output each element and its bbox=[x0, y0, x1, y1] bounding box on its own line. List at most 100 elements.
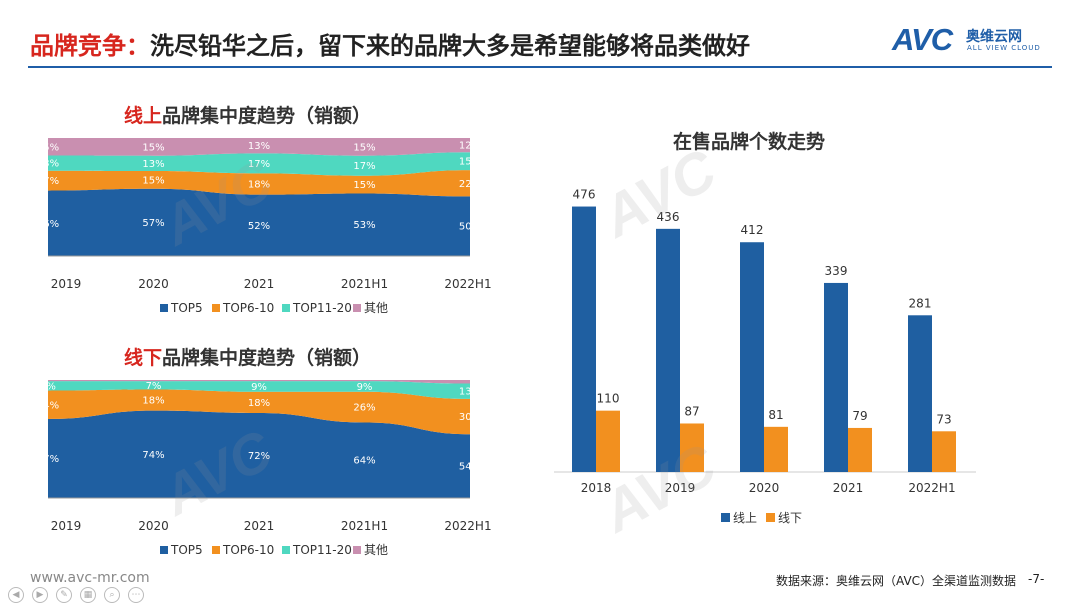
bar-offline bbox=[764, 426, 788, 472]
offline-title-accent: 线下 bbox=[124, 347, 163, 369]
area-- bbox=[48, 138, 470, 156]
slides-grid-icon[interactable]: ▦ bbox=[80, 587, 96, 603]
data-label: 74% bbox=[142, 450, 164, 461]
x-tick-label: 2022H1 bbox=[444, 277, 491, 291]
logo-avc-text: AVC bbox=[892, 22, 953, 57]
x-tick-label: 2019 bbox=[51, 277, 82, 291]
area-top6-10 bbox=[48, 389, 470, 435]
bar-offline bbox=[932, 431, 956, 472]
data-label: 72% bbox=[248, 451, 270, 462]
x-tick-label: 2021H1 bbox=[341, 277, 388, 291]
bar-value-label: 476 bbox=[573, 188, 596, 202]
bar-value-label: 412 bbox=[741, 223, 764, 237]
legend-swatch bbox=[353, 546, 361, 554]
data-label: 15% bbox=[459, 157, 481, 168]
x-tick-label: 2018 bbox=[581, 481, 612, 495]
bar-online bbox=[740, 242, 764, 472]
data-source: 数据来源：奥维云网（AVC）全渠道监测数据 bbox=[776, 574, 1017, 588]
online-concentration-chart: 56% 57% 52% 53% 50% 17% 15% 18% 15% 22% 13% 13% 17% 1… bbox=[37, 138, 492, 315]
legend-label: 线下 bbox=[778, 511, 802, 525]
data-label: 54% bbox=[459, 462, 481, 473]
legend-swatch bbox=[721, 513, 730, 522]
page-title: 品牌竞争：洗尽铅华之后，留下来的品牌大多是希望能够将品类做好 bbox=[30, 26, 750, 61]
bar-value-label: 73 bbox=[936, 412, 951, 426]
logo-cn-text: 奥维云网 bbox=[966, 29, 1022, 45]
area-top5 bbox=[48, 188, 470, 256]
bar-online bbox=[656, 228, 680, 472]
area-top11-20 bbox=[48, 152, 470, 176]
online-title-accent: 线上 bbox=[124, 105, 163, 127]
bar-offline bbox=[848, 427, 872, 472]
bar-value-label: 281 bbox=[909, 296, 932, 310]
x-tick-label: 2019 bbox=[665, 481, 696, 495]
online-title-rest: 品牌集中度趋势（销额） bbox=[162, 105, 372, 127]
bar-offline bbox=[680, 423, 704, 472]
data-label: 56% bbox=[37, 219, 59, 230]
online-chart-title: 线上品牌集中度趋势（销额） bbox=[124, 101, 371, 128]
x-tick-label: 2020 bbox=[749, 481, 780, 495]
legend-swatch bbox=[282, 304, 290, 312]
x-tick-label: 2021 bbox=[244, 277, 275, 291]
data-label: 8% bbox=[40, 381, 56, 392]
bar-online bbox=[572, 206, 596, 472]
footer-url[interactable]: www.avc-mr.com bbox=[30, 570, 150, 586]
pen-icon[interactable]: ✎ bbox=[56, 587, 72, 603]
bar-value-label: 79 bbox=[852, 409, 867, 423]
data-label: 12% bbox=[459, 141, 481, 152]
x-tick-label: 2021H1 bbox=[341, 519, 388, 533]
legend-swatch bbox=[353, 304, 361, 312]
data-label: 52% bbox=[248, 221, 270, 232]
avc-logo: AVC 奥维云网 ALL VIEW CLOUD bbox=[892, 22, 1062, 58]
area-top6-10 bbox=[48, 170, 470, 197]
bar-value-label: 110 bbox=[597, 392, 620, 406]
offline-chart-title: 线下品牌集中度趋势（销额） bbox=[124, 343, 371, 370]
legend-label: TOP11-20 bbox=[292, 301, 352, 315]
x-tick-label: 2020 bbox=[138, 277, 169, 291]
prev-slide-icon[interactable]: ◀ bbox=[8, 587, 24, 603]
offline-concentration-chart: 67% 74% 72% 64% 54% 24% 18% 18% 26% 30% 8% 7% 9% 9% 13… bbox=[37, 380, 492, 557]
data-label: 64% bbox=[353, 456, 375, 467]
legend-swatch bbox=[766, 513, 775, 522]
data-label: 57% bbox=[142, 218, 164, 229]
data-label: 50% bbox=[459, 222, 481, 233]
data-label: 24% bbox=[37, 400, 59, 411]
area-- bbox=[48, 380, 470, 384]
brand-count-chart: 476 110 2018 436 87 2019 412 81 2020 339 79 2021 281… bbox=[554, 188, 976, 525]
data-label: 30% bbox=[459, 412, 481, 423]
area-top11-20 bbox=[48, 381, 470, 399]
legend-swatch bbox=[212, 546, 220, 554]
legend-label: TOP6-10 bbox=[222, 301, 274, 315]
data-label: 26% bbox=[353, 403, 375, 414]
legend-label: 其他 bbox=[364, 301, 388, 315]
data-label: 18% bbox=[142, 396, 164, 407]
data-label: 13% bbox=[248, 141, 270, 152]
data-label: 9% bbox=[251, 382, 267, 393]
data-label: 15% bbox=[142, 142, 164, 153]
data-label: 67% bbox=[37, 454, 59, 465]
more-options-icon[interactable]: ⋯ bbox=[128, 587, 144, 603]
header-divider bbox=[28, 66, 1052, 68]
page-title-text: 洗尽铅华之后，留下来的品牌大多是希望能够将品类做好 bbox=[150, 32, 750, 60]
data-label: 15% bbox=[353, 142, 375, 153]
bar-value-label: 81 bbox=[768, 408, 783, 422]
x-tick-label: 2021 bbox=[244, 519, 275, 533]
logo-en-text: ALL VIEW CLOUD bbox=[967, 44, 1041, 52]
zoom-icon[interactable]: ⌕ bbox=[104, 587, 120, 603]
legend-swatch bbox=[160, 304, 168, 312]
data-label: 17% bbox=[37, 176, 59, 187]
legend-label: TOP5 bbox=[170, 543, 203, 557]
bar-value-label: 87 bbox=[684, 404, 699, 418]
page-title-accent: 品牌竞争： bbox=[30, 32, 150, 60]
legend-label: TOP11-20 bbox=[292, 543, 352, 557]
data-label: 17% bbox=[353, 161, 375, 172]
next-slide-icon[interactable]: ▶ bbox=[32, 587, 48, 603]
data-label: 7% bbox=[146, 381, 162, 392]
area-top5 bbox=[48, 410, 470, 498]
brands-chart-title: 在售品牌个数走势 bbox=[673, 131, 826, 153]
legend-swatch bbox=[282, 546, 290, 554]
data-label: 13% bbox=[142, 159, 164, 170]
bar-offline bbox=[596, 410, 620, 472]
data-label: 22% bbox=[459, 179, 481, 190]
bar-online bbox=[824, 282, 848, 472]
data-label: 9% bbox=[357, 382, 373, 393]
